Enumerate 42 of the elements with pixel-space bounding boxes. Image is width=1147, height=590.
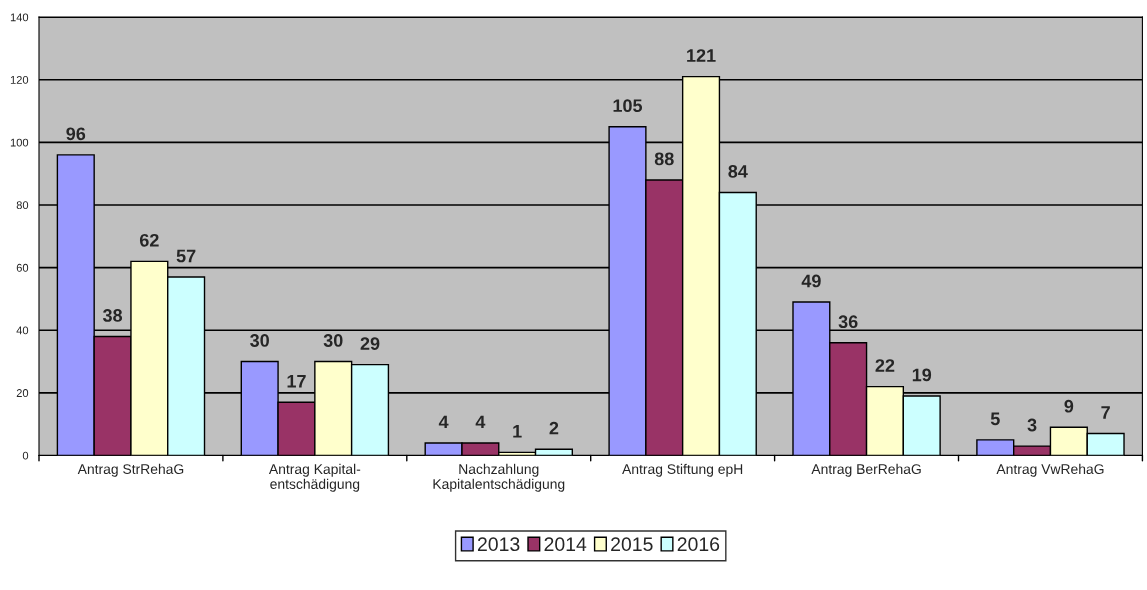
data-label: 4	[475, 415, 486, 429]
data-label: 2	[549, 421, 559, 435]
data-label: 9	[1064, 399, 1074, 413]
y-tick-label: 140	[10, 13, 29, 22]
data-label: 121	[687, 49, 716, 62]
x-tick-label: Nachzahlung Kapitalentschädigung	[433, 463, 565, 492]
data-label: 30	[250, 334, 269, 347]
data-label: 96	[66, 127, 86, 141]
data-label: 88	[654, 152, 674, 166]
y-tick-label: 80	[16, 201, 29, 210]
data-label: 1	[513, 425, 522, 438]
data-label: 38	[102, 309, 123, 322]
legend-label: 2014	[544, 537, 587, 552]
x-tick-label: Antrag VwRehaG	[996, 463, 1104, 477]
x-tick-label: Antrag Stiftung epH	[622, 463, 743, 477]
legend-label: 2015	[611, 537, 653, 552]
data-label: 49	[801, 274, 821, 288]
y-tick-label: 120	[10, 76, 29, 84]
y-tick-label: 100	[10, 138, 29, 147]
y-tick-label: 60	[16, 263, 29, 272]
y-tick-label: 40	[16, 326, 29, 335]
data-label: 62	[139, 233, 159, 247]
data-label: 17	[287, 374, 306, 388]
data-label: 19	[912, 368, 932, 382]
x-tick-label: Antrag StrRehaG	[77, 463, 184, 477]
data-label: 84	[728, 164, 748, 178]
y-tick-label: 0	[22, 451, 29, 460]
legend-label: 2016	[677, 537, 720, 552]
data-label: 29	[360, 337, 380, 350]
data-label: 105	[613, 99, 643, 113]
data-label: 7	[1101, 406, 1110, 419]
x-tick-label: Antrag BerRehaG	[811, 463, 921, 477]
data-label: 3	[1027, 418, 1037, 432]
x-tick-label: Antrag Kapital- entschädigung	[268, 463, 361, 492]
data-label: 30	[323, 334, 343, 347]
data-label: 57	[176, 249, 196, 263]
data-label: 5	[990, 412, 1000, 426]
y-tick-label: 20	[16, 389, 29, 397]
data-label: 22	[875, 359, 895, 372]
data-label: 36	[838, 315, 858, 329]
data-label: 4	[438, 415, 449, 429]
legend-label: 2013	[477, 537, 520, 552]
